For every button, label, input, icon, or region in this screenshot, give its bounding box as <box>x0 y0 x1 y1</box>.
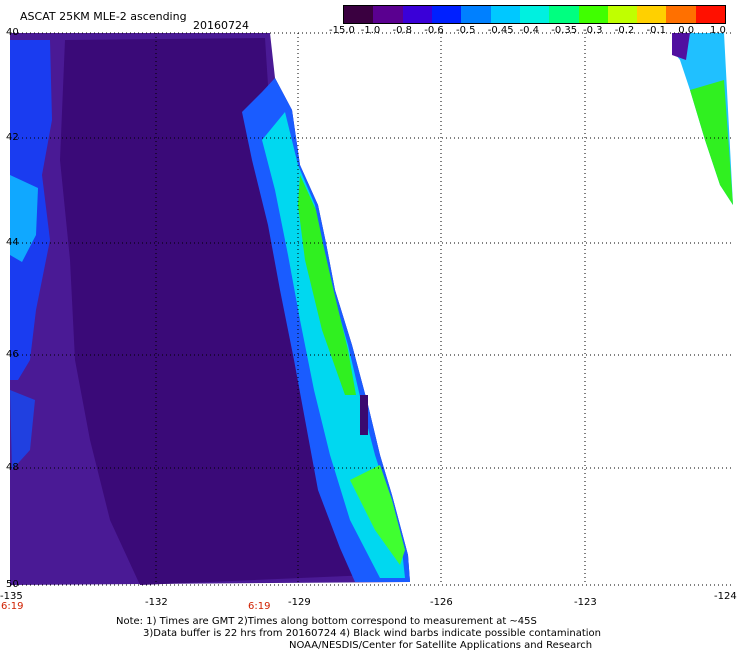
x-tick-124: -124 <box>714 591 737 602</box>
dark-pixel-group <box>360 395 368 435</box>
colorbar-swatch <box>549 6 579 23</box>
lon-grid-lines <box>155 33 586 585</box>
x-tick-132: -132 <box>145 597 168 608</box>
time-label-center: 6:19 <box>248 601 271 612</box>
colorbar-label: -0.5 <box>456 25 476 36</box>
colorbar-label: -0.35 <box>551 25 578 36</box>
y-tick-50: 50 <box>6 579 19 590</box>
colorbar-swatch <box>373 6 403 23</box>
y-tick-46: 46 <box>6 349 19 360</box>
colorbar-label: 0.0 <box>678 25 695 36</box>
y-tick-42: 42 <box>6 132 19 143</box>
y-tick-44: 44 <box>6 237 19 248</box>
x-tick-129: -129 <box>288 597 311 608</box>
colorbar-label: 1.0 <box>710 25 726 36</box>
west-cyan-patch <box>10 175 38 262</box>
x-tick-126: -126 <box>430 597 453 608</box>
colorbar-swatch <box>607 6 638 23</box>
x-tick-123: -123 <box>574 597 597 608</box>
colorbar-swatch <box>578 6 608 23</box>
ne-swath-green <box>690 80 733 205</box>
colorbar-swatch <box>344 6 374 23</box>
colorbar-label: -1.0 <box>360 25 381 36</box>
colorbar-label: -0.45 <box>487 25 514 36</box>
colorbar-label: -0.2 <box>614 25 635 36</box>
colorbar-swatch <box>461 6 491 23</box>
colorbar-swatch <box>402 6 432 23</box>
colorbar-swatch <box>695 6 726 23</box>
colorbar-swatch <box>490 6 520 23</box>
y-tick-40: 40 <box>6 27 19 38</box>
note-line-2: 3)Data buffer is 22 hrs from 20160724 4)… <box>143 628 601 639</box>
colorbar-label: -0.1 <box>646 25 667 36</box>
colorbar-label: -15.0 <box>329 25 355 36</box>
colorbar-swatch <box>637 6 667 23</box>
colorbar <box>343 5 726 24</box>
lat-grid-lines <box>10 32 733 469</box>
colorbar-label: -0.3 <box>583 25 603 36</box>
map-title: ASCAT 25KM MLE-2 ascending <box>20 10 187 23</box>
swath-core <box>60 38 370 585</box>
colorbar-label: -0.6 <box>424 25 444 36</box>
edge-green-band-2 <box>350 465 405 565</box>
map-date: 20160724 <box>193 19 249 32</box>
colorbar-swatch <box>666 6 696 23</box>
y-tick-48: 48 <box>6 462 19 473</box>
x-tick-135: -135 <box>0 591 23 602</box>
ne-swath-purple <box>672 33 690 60</box>
note-line-1: Note: 1) Times are GMT 2)Times along bot… <box>116 616 537 627</box>
time-label-west: 6:19 <box>1 601 24 612</box>
colorbar-swatch <box>431 6 462 23</box>
edge-green-band <box>298 175 356 395</box>
note-line-3: NOAA/NESDIS/Center for Satellite Applica… <box>289 640 593 651</box>
colorbar-label: -0.4 <box>519 25 540 36</box>
colorbar-label: -0.8 <box>392 25 413 36</box>
west-blue-patch-2 <box>10 390 35 470</box>
colorbar-swatch <box>519 6 550 23</box>
